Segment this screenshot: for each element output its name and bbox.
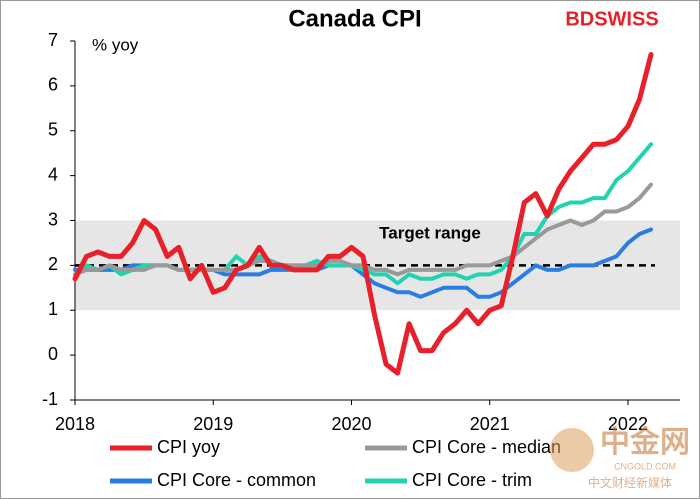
y-axis-label: % yoy xyxy=(92,35,139,54)
watermark: 中金网 CNGOLD.COM 中文财经新媒体 xyxy=(550,425,690,490)
y-tick-label: 5 xyxy=(48,120,58,140)
y-tick-label: 7 xyxy=(48,30,58,50)
x-tick-label: 2019 xyxy=(193,414,233,434)
watermark-tagline: 中文财经新媒体 xyxy=(588,475,672,490)
x-tick-label: 2021 xyxy=(470,414,510,434)
y-tick-label: -1 xyxy=(42,389,58,409)
legend-label: CPI Core - trim xyxy=(412,470,532,490)
watermark-site: CNGOLD.COM xyxy=(614,461,676,471)
watermark-icon xyxy=(550,428,594,472)
series-line xyxy=(72,52,654,376)
annotation: Target range xyxy=(379,223,481,242)
legend-label: CPI Core - common xyxy=(157,470,316,490)
plot: -1 0 1 2 3 4 5 6 7 2018 2019 2020 2021 2022 Target ran… xyxy=(42,30,680,434)
legend-label: CPI yoy xyxy=(157,437,220,457)
y-tick-label: 0 xyxy=(48,344,58,364)
y-tick-label: 4 xyxy=(48,164,58,184)
logo: BDSWISS xyxy=(565,8,658,30)
x-tick-label: 2022 xyxy=(608,414,648,434)
legend-label: CPI Core - median xyxy=(412,437,561,457)
chart-title: Canada CPI xyxy=(288,5,421,32)
y-tick-label: 3 xyxy=(48,209,58,229)
y-tick-label: 1 xyxy=(48,299,58,319)
y-tick-label: 2 xyxy=(48,254,58,274)
x-tick-label: 2018 xyxy=(55,414,95,434)
watermark-name: 中金网 xyxy=(600,425,690,459)
y-tick-label: 6 xyxy=(48,75,58,95)
x-tick-label: 2020 xyxy=(331,414,371,434)
